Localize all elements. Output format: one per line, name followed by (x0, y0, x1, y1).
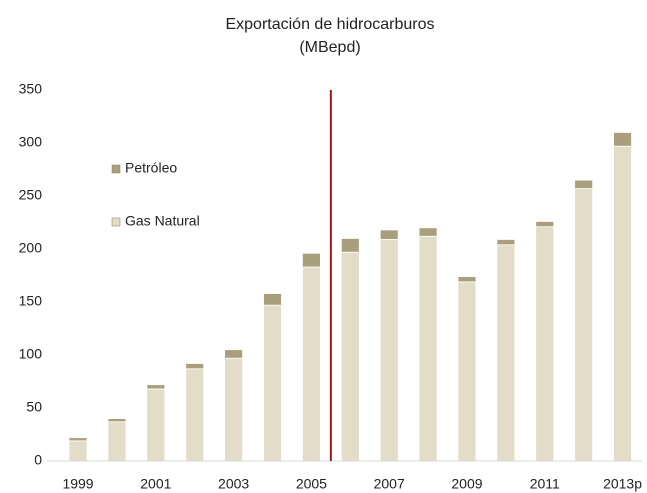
bar-segment (418, 235, 438, 462)
bar-segment (418, 227, 438, 237)
legend-swatch (111, 164, 121, 174)
x-tick-label: 2005 (296, 476, 327, 492)
bar-segment (613, 131, 632, 147)
bar-segment (263, 304, 282, 462)
bar-segment (613, 145, 632, 462)
bar-segment (535, 226, 555, 462)
bar-segment (535, 221, 555, 228)
bar-segment (496, 239, 516, 246)
y-tick-label: 100 (19, 346, 43, 362)
bar-segment (574, 188, 594, 462)
bar-segment (224, 357, 244, 462)
legend-label: Petróleo (125, 160, 177, 176)
x-tick-label: 2013p (603, 476, 642, 492)
chart-title: Exportación de hidrocarburos (225, 16, 434, 33)
y-tick-label: 200 (19, 240, 43, 256)
bar-segment (379, 229, 399, 240)
y-tick-label: 250 (19, 187, 43, 203)
x-tick-label: 2011 (530, 476, 560, 492)
bar-segment (107, 418, 127, 423)
x-tick-label: 2003 (218, 476, 249, 492)
bar-segment (340, 237, 360, 253)
x-tick-label: 2001 (140, 476, 171, 492)
bar-segment (224, 349, 244, 359)
bar-segment (68, 440, 88, 462)
bar-segment (146, 384, 166, 390)
bar-segment (457, 276, 477, 283)
bar-segment (574, 179, 594, 189)
bar-segment (107, 421, 127, 462)
legend-label: Gas Natural (125, 213, 200, 229)
bar-segment (302, 266, 321, 462)
y-tick-label: 300 (19, 134, 43, 150)
bar-segment (263, 293, 282, 306)
y-tick-label: 150 (19, 293, 43, 309)
bar-segment (340, 251, 360, 462)
x-tick-label: 2009 (451, 476, 482, 492)
bar-segment (379, 239, 399, 462)
chart-subtitle: (MBepd) (299, 39, 360, 56)
bar-segment (185, 368, 205, 462)
y-tick-label: 350 (19, 81, 43, 97)
y-tick-label: 0 (34, 452, 42, 468)
y-tick-label: 50 (26, 399, 42, 415)
x-tick-label: 1999 (62, 476, 93, 492)
bar-segment (185, 363, 205, 370)
bar-segment (68, 437, 88, 442)
legend-swatch (111, 217, 121, 227)
bar-segment (496, 244, 516, 462)
bar-segment (457, 281, 477, 462)
x-tick-label: 2007 (374, 476, 405, 492)
bar-segment (146, 388, 166, 462)
bar-segment (302, 252, 321, 268)
